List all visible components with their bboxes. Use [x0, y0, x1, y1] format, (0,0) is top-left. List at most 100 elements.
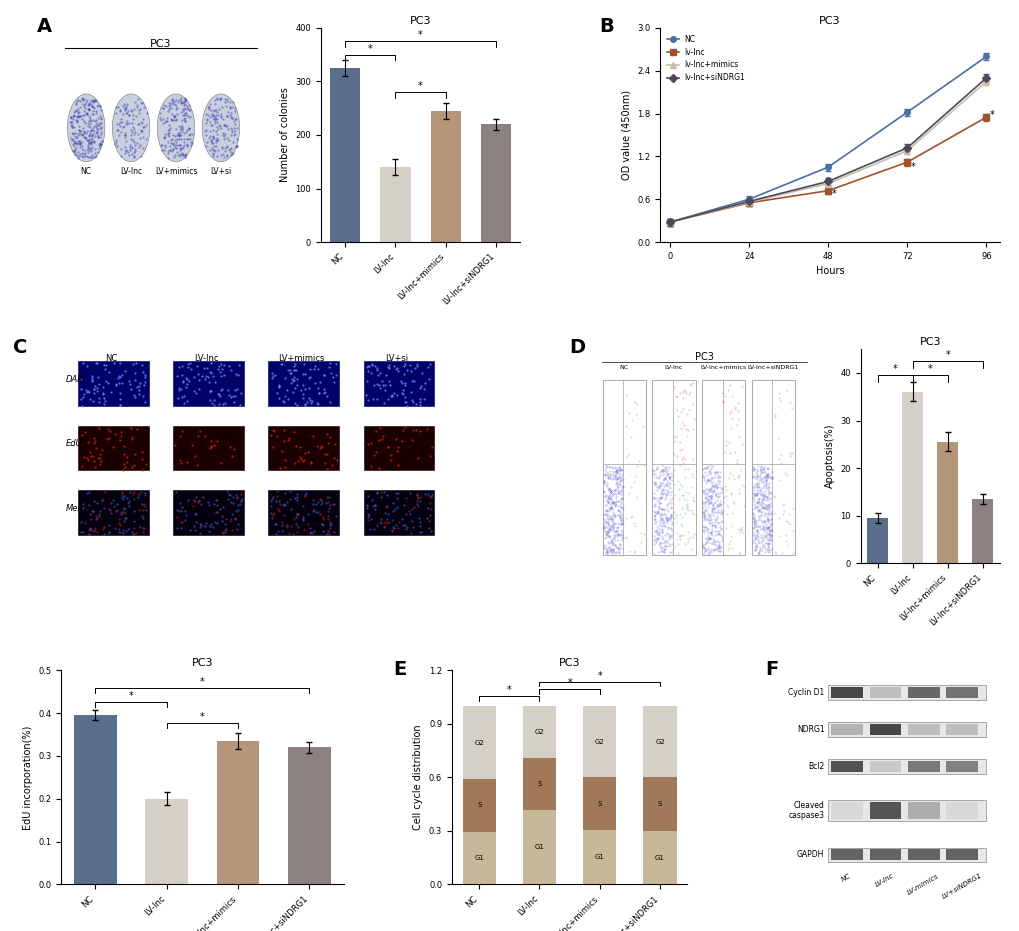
Bar [868, 687, 900, 698]
Text: LV-Inc: LV-Inc [120, 168, 142, 176]
FancyBboxPatch shape [268, 361, 339, 407]
Text: D: D [569, 339, 585, 358]
Bar [866, 518, 888, 563]
Legend: NC, lv-lnc, lv-lnc+mimics, lv-lnc+siNDRG1: NC, lv-lnc, lv-lnc+mimics, lv-lnc+siNDRG… [663, 32, 748, 86]
Text: LV-Inc+siNDRG1: LV-Inc+siNDRG1 [746, 365, 798, 370]
Bar [946, 687, 977, 698]
Text: *: * [910, 162, 914, 172]
Text: G1: G1 [654, 855, 664, 860]
Text: *: * [988, 110, 994, 120]
Text: LV+si: LV+si [210, 168, 231, 176]
Bar [463, 831, 495, 884]
Text: NC: NC [81, 168, 92, 176]
Text: G2: G2 [534, 729, 544, 735]
Bar [481, 125, 511, 242]
Text: LV+mimics: LV+mimics [155, 168, 197, 176]
Bar [463, 706, 495, 779]
Title: PC3: PC3 [558, 658, 580, 668]
Text: *: * [418, 30, 423, 40]
Text: G2: G2 [654, 738, 664, 745]
Bar [830, 849, 862, 860]
Text: G2: G2 [474, 739, 484, 746]
Text: G2: G2 [594, 738, 604, 745]
Y-axis label: Number of colonies: Number of colonies [279, 88, 289, 182]
Bar [907, 803, 938, 819]
Y-axis label: Apoptosis(%): Apoptosis(%) [824, 424, 834, 489]
Text: LV+siNDRG1: LV+siNDRG1 [940, 872, 982, 900]
Bar [652, 380, 695, 556]
Text: Merge: Merge [66, 504, 93, 513]
Text: *: * [892, 364, 897, 374]
Y-axis label: OD value (450nm): OD value (450nm) [621, 90, 631, 180]
Bar [946, 761, 977, 772]
Bar [523, 706, 555, 758]
Text: G1: G1 [474, 856, 484, 861]
Bar [868, 803, 900, 819]
Bar [602, 380, 645, 556]
Text: C: C [13, 339, 28, 358]
Title: PC3: PC3 [818, 16, 840, 26]
Bar [946, 803, 977, 819]
Bar [701, 380, 745, 556]
Text: PC3: PC3 [150, 39, 171, 48]
Bar [830, 687, 862, 698]
Text: *: * [128, 691, 133, 700]
Bar [329, 68, 360, 242]
Bar [868, 849, 900, 860]
Bar [830, 761, 862, 772]
Bar [971, 499, 993, 563]
Bar [868, 761, 900, 772]
Text: *: * [830, 188, 836, 198]
FancyBboxPatch shape [268, 490, 339, 535]
Bar [583, 830, 615, 884]
FancyBboxPatch shape [78, 425, 150, 471]
Bar [523, 758, 555, 809]
Bar [907, 724, 938, 735]
Title: PC3: PC3 [410, 16, 431, 26]
Text: Bcl2: Bcl2 [807, 762, 823, 771]
Bar [946, 849, 977, 860]
Text: LV+mimics: LV+mimics [278, 354, 324, 363]
Bar [827, 722, 985, 736]
Text: LV+si: LV+si [384, 354, 408, 363]
Text: *: * [200, 677, 205, 687]
FancyBboxPatch shape [363, 490, 434, 535]
Text: NDRG1: NDRG1 [796, 725, 823, 734]
Bar [146, 799, 187, 884]
Bar [643, 777, 676, 830]
Bar [583, 777, 615, 830]
Text: GAPDH: GAPDH [796, 850, 823, 859]
Bar [907, 849, 938, 860]
Text: G1: G1 [534, 844, 544, 850]
Ellipse shape [157, 94, 195, 162]
Text: *: * [200, 712, 205, 722]
Text: S: S [597, 801, 601, 806]
Bar [946, 724, 977, 735]
Ellipse shape [202, 94, 239, 162]
FancyBboxPatch shape [173, 425, 245, 471]
Bar [643, 706, 676, 777]
Title: PC3: PC3 [192, 658, 213, 668]
Bar [430, 111, 461, 242]
Y-axis label: Cell cycle distribution: Cell cycle distribution [413, 724, 423, 830]
Bar [907, 761, 938, 772]
Bar [827, 685, 985, 700]
Ellipse shape [112, 94, 150, 162]
Bar [74, 715, 117, 884]
Text: Cyclin D1: Cyclin D1 [788, 688, 823, 697]
Bar [751, 380, 794, 556]
Text: *: * [368, 44, 372, 54]
Bar [643, 830, 676, 884]
FancyBboxPatch shape [268, 425, 339, 471]
FancyBboxPatch shape [363, 361, 434, 407]
Bar [936, 442, 957, 563]
Text: EdU: EdU [66, 439, 83, 449]
X-axis label: Hours: Hours [815, 266, 844, 277]
Bar [907, 687, 938, 698]
Text: LV-Inc: LV-Inc [873, 872, 895, 888]
Text: G1: G1 [594, 855, 604, 860]
Bar [827, 847, 985, 862]
Bar [216, 741, 259, 884]
Text: A: A [38, 18, 52, 36]
Text: NC: NC [619, 365, 628, 370]
